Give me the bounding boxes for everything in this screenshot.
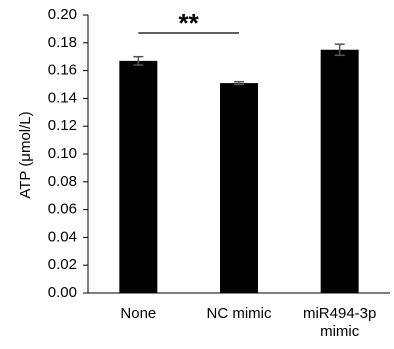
bars	[119, 49, 359, 294]
bar	[220, 83, 258, 293]
x-tick-label: NC mimic	[207, 305, 272, 322]
bar	[119, 60, 158, 294]
x-tick-label: None	[120, 305, 156, 322]
y-tick-label: 0.02	[48, 256, 77, 273]
error-bar	[133, 55, 144, 66]
y-tick-label: 0.04	[48, 228, 77, 245]
bar	[320, 49, 359, 293]
significance-annotations: **	[138, 8, 239, 38]
y-tick-label: 0.08	[48, 173, 77, 190]
significance-marker: **	[138, 8, 239, 38]
x-tick-label: miR494-3p mimic	[303, 305, 376, 340]
error-bars	[133, 43, 345, 86]
y-tick-label: 0.06	[48, 201, 77, 218]
x-axis-labels: None NC mimic miR494-3p mimic	[120, 305, 376, 340]
y-tick-label: 0.14	[48, 89, 77, 106]
y-axis-ticks: 0.00 0.02 0.04 0.06 0.08 0.10 0.12 0.14 0.16 0.18…	[48, 6, 88, 301]
y-tick-label: 0.18	[48, 34, 77, 51]
error-bar	[234, 80, 244, 86]
y-tick-label: 0.16	[48, 62, 77, 79]
y-tick-label: 0.00	[48, 284, 77, 301]
y-axis-title: ATP (μmol/L)	[17, 111, 34, 198]
error-bar	[334, 43, 345, 57]
y-tick-label: 0.10	[48, 145, 77, 162]
y-tick-label: 0.12	[48, 117, 77, 134]
y-tick-label: 0.20	[48, 6, 77, 23]
significance-label: **	[179, 8, 200, 38]
